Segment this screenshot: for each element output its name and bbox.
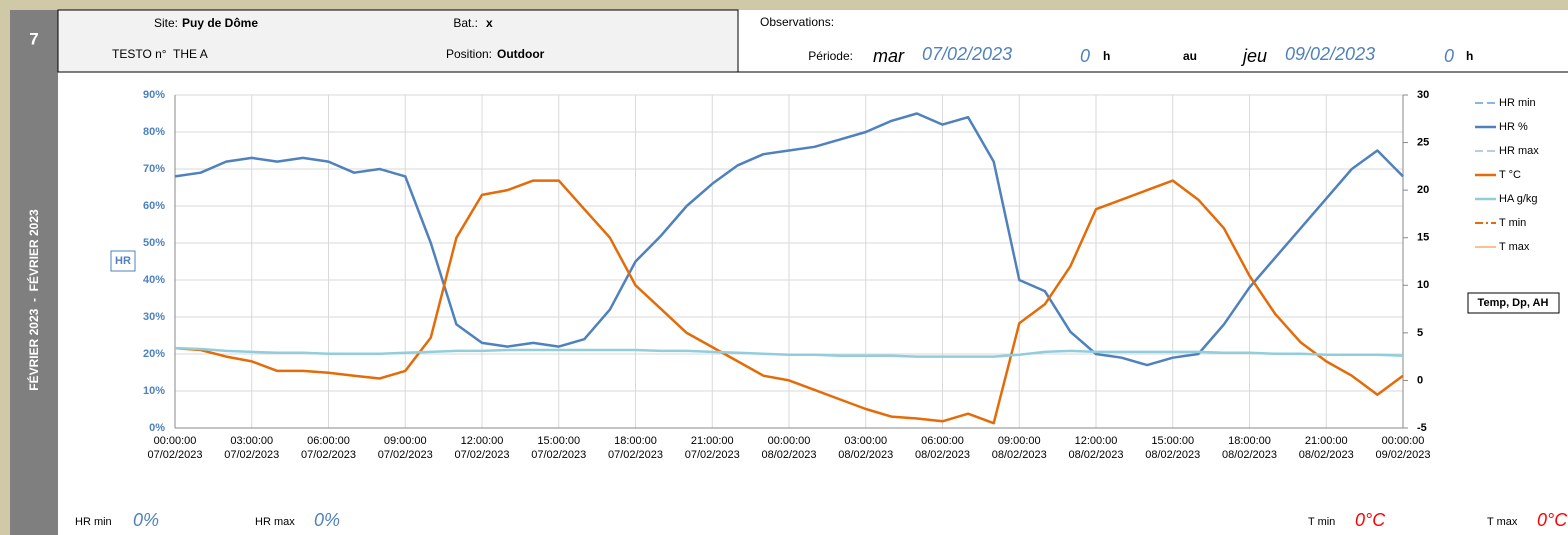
y-tick-label: 70% <box>143 163 165 175</box>
x-tick-label: 09:00:00 <box>384 435 427 447</box>
start-day: mar <box>873 46 905 66</box>
y2-label-box <box>1467 292 1560 314</box>
site-label: Site: <box>154 16 178 30</box>
legend-label: HR min <box>1499 97 1536 109</box>
y2-axis-label: Temp, Dp, AH <box>1478 297 1549 309</box>
site: Puy de Dôme <box>182 16 258 30</box>
x-tick-label: 08/02/2023 <box>1068 449 1123 461</box>
end-date: 09/02/2023 <box>1285 44 1375 64</box>
y2-tick-label: 10 <box>1417 279 1429 291</box>
x-tick-label: 07/02/2023 <box>301 449 356 461</box>
x-tick-label: 07/02/2023 <box>378 449 433 461</box>
x-tick-label: 03:00:00 <box>230 435 273 447</box>
x-tick-label: 21:00:00 <box>1305 435 1348 447</box>
legend-label: HR max <box>1499 145 1539 157</box>
legend-label: T min <box>1499 217 1526 229</box>
end-hour: 0 <box>1444 46 1454 66</box>
bat: x <box>486 16 493 30</box>
x-tick-label: 07/02/2023 <box>608 449 663 461</box>
period-to: au <box>1183 49 1197 63</box>
x-tick-label: 18:00:00 <box>1228 435 1271 447</box>
x-tick-label: 15:00:00 <box>537 435 580 447</box>
x-tick-label: 03:00:00 <box>844 435 887 447</box>
x-tick-label: 08/02/2023 <box>992 449 1047 461</box>
x-tick-label: 15:00:00 <box>1151 435 1194 447</box>
x-tick-label: 00:00:00 <box>154 435 197 447</box>
y2-tick-label: 20 <box>1417 184 1429 196</box>
sidebar-period: FÉVRIER 2023 - FÉVRIER 2023 <box>26 209 41 391</box>
x-tick-label: 07/02/2023 <box>454 449 509 461</box>
x-tick-label: 00:00:00 <box>1382 435 1425 447</box>
x-tick-label: 06:00:00 <box>921 435 964 447</box>
testo: TESTO n° THE A <box>112 47 208 61</box>
y2-tick-label: 15 <box>1417 232 1429 244</box>
bat-label: Bat.: <box>453 16 478 30</box>
x-tick-label: 06:00:00 <box>307 435 350 447</box>
sidebar <box>10 10 58 535</box>
x-tick-label: 21:00:00 <box>691 435 734 447</box>
x-tick-label: 18:00:00 <box>614 435 657 447</box>
x-tick-label: 12:00:00 <box>461 435 504 447</box>
observations-label: Observations: <box>760 15 834 29</box>
x-tick-label: 12:00:00 <box>1075 435 1118 447</box>
y-tick-label: 50% <box>143 237 165 249</box>
y-tick-label: 40% <box>143 274 165 286</box>
end-unit: h <box>1466 49 1473 63</box>
x-tick-label: 07/02/2023 <box>685 449 740 461</box>
start-hour: 0 <box>1080 46 1090 66</box>
start-unit: h <box>1103 49 1110 63</box>
footer-value: 0°C <box>1355 510 1386 530</box>
x-tick-label: 08/02/2023 <box>761 449 816 461</box>
series-line <box>174 112 1404 367</box>
legend-label: HA g/kg <box>1499 193 1538 205</box>
legend-label: T °C <box>1499 169 1521 181</box>
end-day: jeu <box>1240 46 1267 66</box>
x-tick-label: 08/02/2023 <box>1222 449 1277 461</box>
legend-label: HR % <box>1499 121 1528 133</box>
series-line <box>174 179 1404 425</box>
y2-tick-label: 25 <box>1417 136 1429 148</box>
footer-label: HR min <box>75 516 112 528</box>
x-tick-label: 08/02/2023 <box>915 449 970 461</box>
header-left <box>57 9 739 73</box>
x-tick-label: 08/02/2023 <box>1299 449 1354 461</box>
position: Outdoor <box>497 47 545 61</box>
x-tick-label: 07/02/2023 <box>224 449 279 461</box>
footer-value: 0% <box>314 510 340 530</box>
y-tick-label: 10% <box>143 385 165 397</box>
footer-value: 0% <box>133 510 159 530</box>
x-tick-label: 07/02/2023 <box>531 449 586 461</box>
x-tick-label: 00:00:00 <box>768 435 811 447</box>
x-tick-label: 07/02/2023 <box>147 449 202 461</box>
y-tick-label: 60% <box>143 200 165 212</box>
y2-tick-label: 5 <box>1417 327 1423 339</box>
y-tick-label: 0% <box>149 422 165 434</box>
y-axis-label: HR <box>115 255 131 267</box>
y-label-box <box>110 250 136 272</box>
footer-label: T min <box>1308 516 1335 528</box>
x-tick-label: 08/02/2023 <box>1145 449 1200 461</box>
series-line <box>174 346 1404 358</box>
y-tick-label: 20% <box>143 348 165 360</box>
footer-label: HR max <box>255 516 295 528</box>
legend-label: T max <box>1499 241 1530 253</box>
y-tick-label: 30% <box>143 311 165 323</box>
sheet-number: 7 <box>29 29 38 48</box>
period-label: Période: <box>808 49 853 63</box>
start-date: 07/02/2023 <box>922 44 1012 64</box>
y-tick-label: 90% <box>143 89 165 101</box>
y-tick-label: 80% <box>143 126 165 138</box>
y2-tick-label: 30 <box>1417 89 1429 101</box>
x-tick-label: 08/02/2023 <box>838 449 893 461</box>
y2-tick-label: -5 <box>1417 422 1427 434</box>
footer-value: 0°C <box>1537 510 1568 530</box>
y2-tick-label: 0 <box>1417 374 1423 386</box>
x-tick-label: 09:00:00 <box>998 435 1041 447</box>
footer-label: T max <box>1487 516 1518 528</box>
x-tick-label: 09/02/2023 <box>1375 449 1430 461</box>
position-label: Position: <box>446 47 492 61</box>
